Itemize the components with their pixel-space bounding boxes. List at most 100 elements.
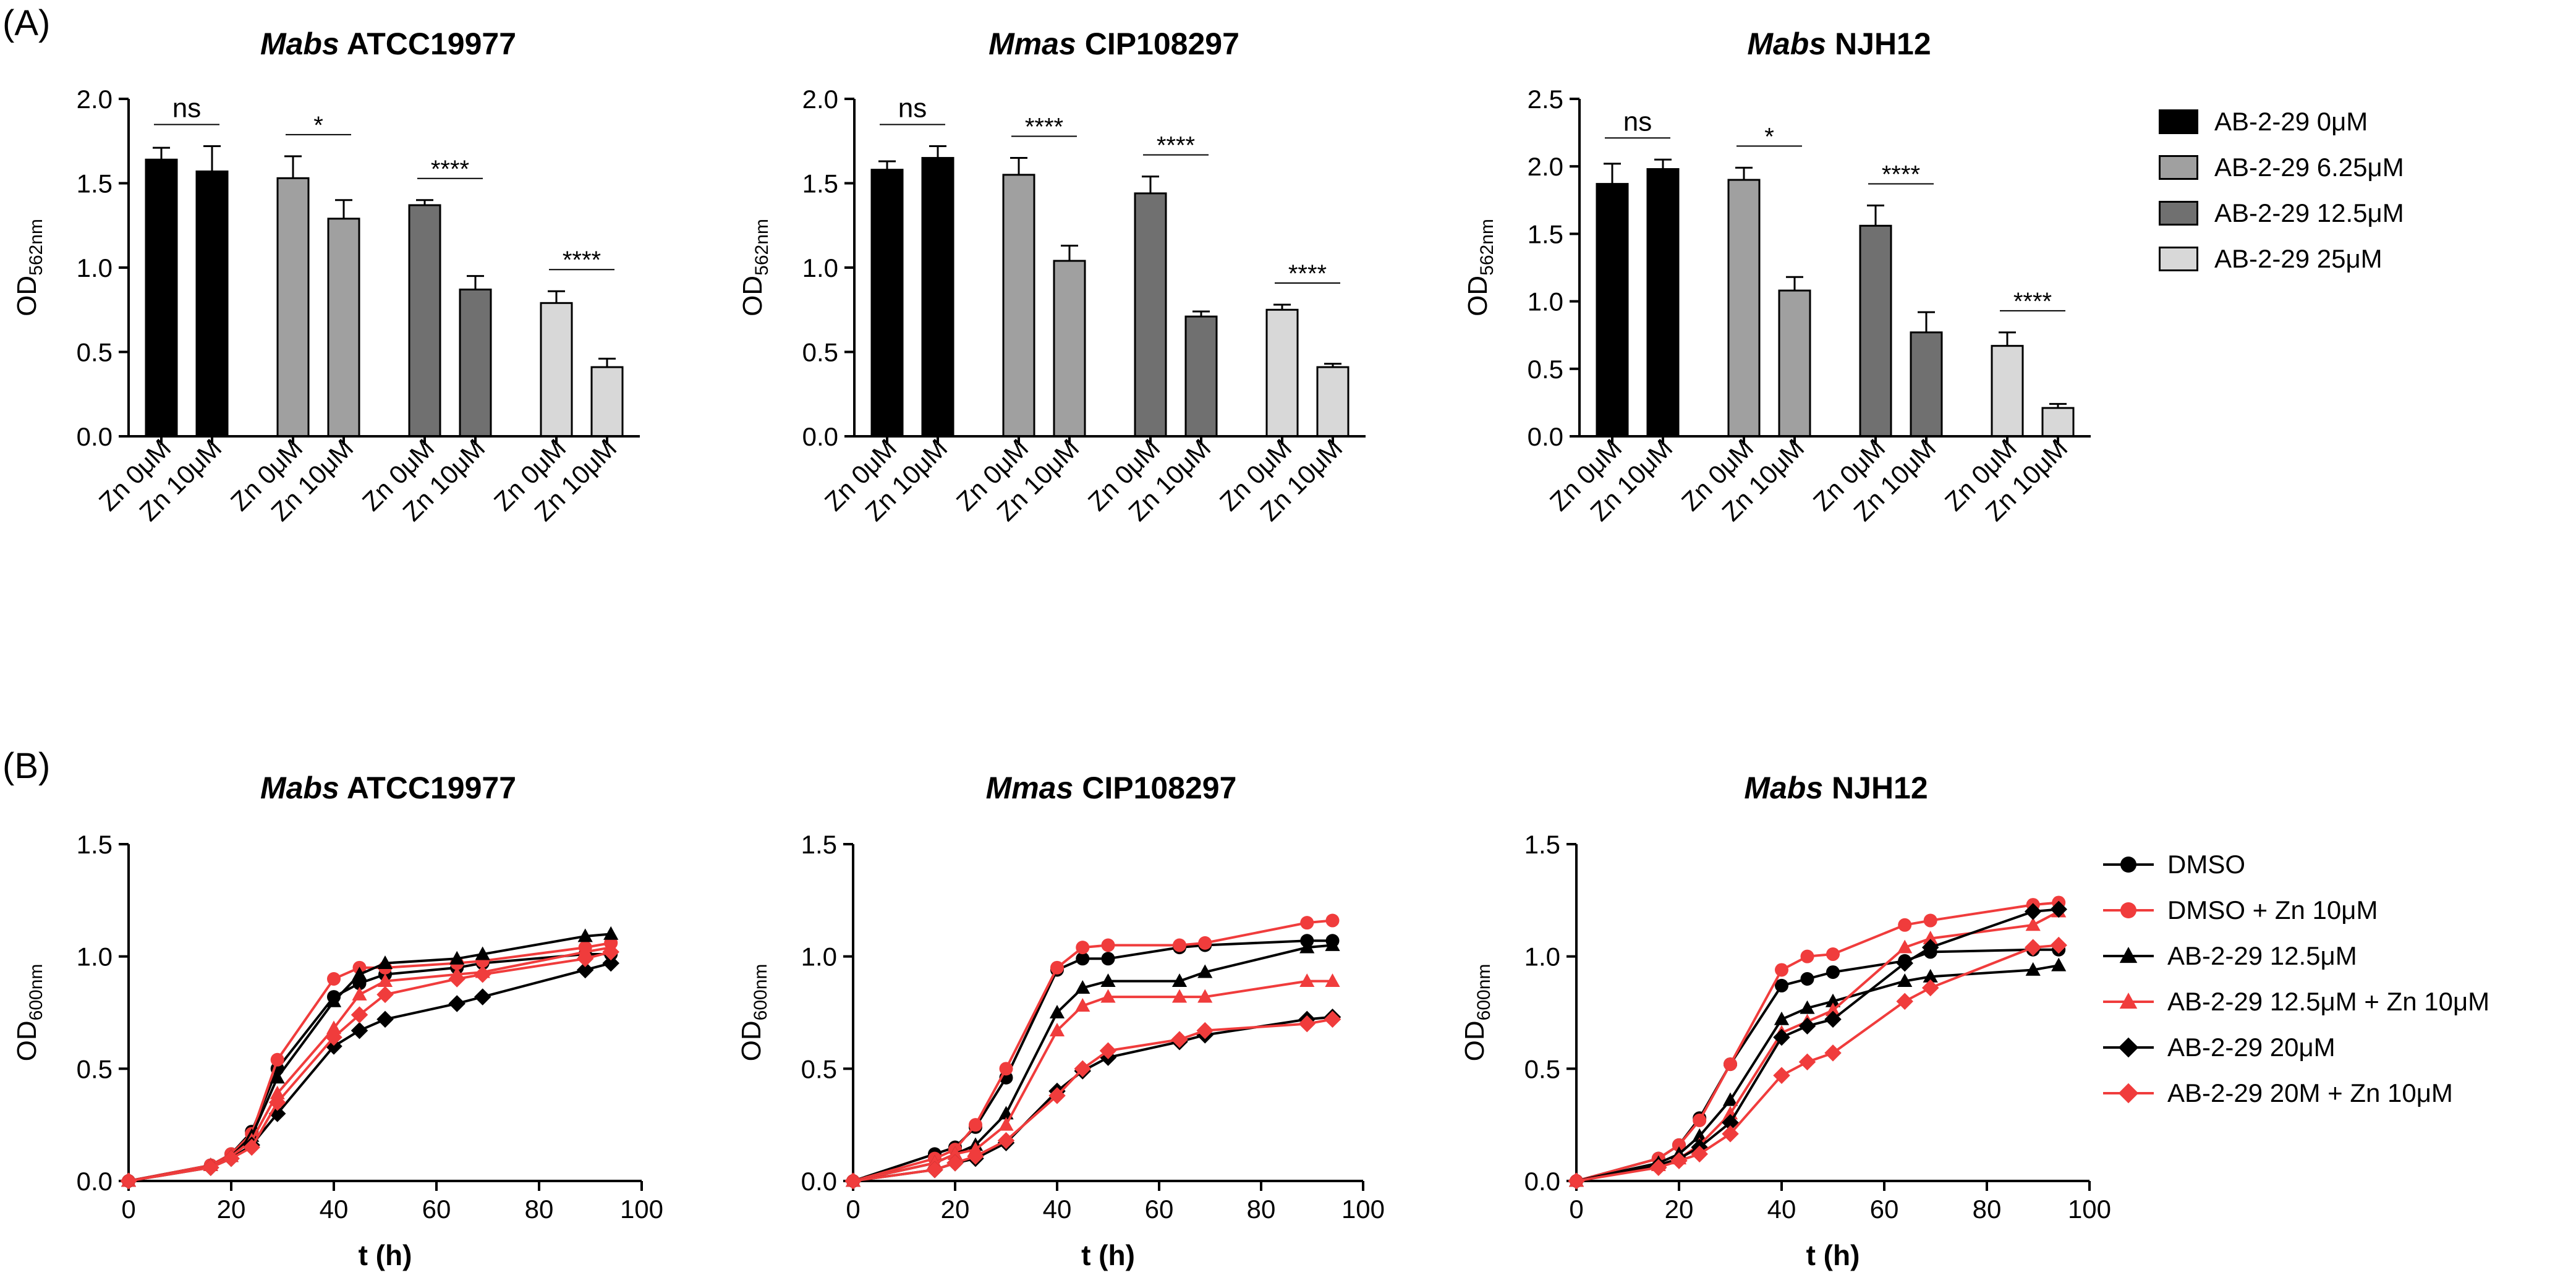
- data-point: [1049, 1004, 1065, 1018]
- x-axis-label: t (h): [1081, 1239, 1135, 1271]
- x-tick-label: 0: [846, 1195, 860, 1224]
- y-tick-label: 2.0: [77, 85, 113, 114]
- bar: [540, 302, 573, 438]
- data-point: [1672, 1138, 1686, 1152]
- bar: [1002, 174, 1035, 438]
- series-line: [1576, 901, 2059, 1182]
- data-point: [223, 1149, 240, 1167]
- data-point: [947, 1146, 963, 1160]
- bar: [1596, 183, 1629, 438]
- data-point: [326, 1020, 342, 1035]
- legend-a-swatch-0: [2159, 109, 2198, 134]
- chart-title-rest: CIP108297: [1073, 771, 1236, 805]
- legend-a-label: AB-2-29 25μM: [2214, 244, 2383, 273]
- legend-b-item: AB-2-29 12.5μM + Zn 10μM: [2102, 979, 2489, 1025]
- data-point: [448, 995, 465, 1012]
- series-line: [852, 944, 1333, 1182]
- bar: [1134, 192, 1167, 438]
- series-line: [852, 980, 1333, 1182]
- chart-title: Mabs NJH12: [1747, 27, 1931, 61]
- data-point: [376, 986, 394, 1004]
- data-point: [351, 1022, 368, 1039]
- y-tick-label: 1.5: [77, 169, 113, 198]
- y-tick-label: 1.0: [77, 942, 113, 971]
- chart-title-rest: NJH12: [1823, 771, 1928, 805]
- line-chart-2: 0.0 0.5 1.0 1.5 0 20 40 60 80 100 t (h): [1524, 830, 2111, 1271]
- data-point: [1775, 963, 1788, 977]
- data-point: [2051, 957, 2067, 971]
- bar: [1265, 308, 1299, 438]
- y-axis-label-main: OD: [12, 1020, 42, 1061]
- bar: [1859, 224, 1892, 438]
- y-axis-label: OD562nm: [12, 219, 46, 316]
- chart-title-italic: Mabs: [1744, 771, 1823, 805]
- y-tick-label: 1.5: [1524, 830, 1560, 859]
- chart-title-rest: NJH12: [1826, 27, 1931, 61]
- x-tick-label: 20: [1665, 1195, 1694, 1224]
- chart-title-italic: Mmas: [986, 771, 1074, 805]
- data-point: [202, 1159, 219, 1176]
- series-line: [1576, 964, 2059, 1182]
- data-point: [448, 970, 465, 988]
- legend-a-item: AB-2-29 12.5μM: [2159, 190, 2404, 236]
- data-point: [376, 1010, 394, 1028]
- x-tick-label: 100: [620, 1195, 663, 1224]
- data-point: [2025, 917, 2041, 931]
- y-axis-label-sub: 562nm: [1477, 219, 1497, 276]
- data-point: [999, 1062, 1013, 1076]
- y-tick-label: 1.0: [1528, 287, 1563, 316]
- legend-b-label: AB-2-29 12.5μM: [2167, 941, 2357, 970]
- data-point: [1800, 972, 1814, 986]
- data-point: [1198, 936, 1212, 950]
- y-axis-label-sub: 562nm: [26, 219, 46, 276]
- bar: [459, 288, 492, 438]
- legend-a-label: AB-2-29 6.25μM: [2214, 153, 2404, 182]
- y-axis-label: OD562nm: [1463, 219, 1497, 316]
- data-point: [1076, 952, 1090, 966]
- legend-a-swatch-1: [2159, 155, 2198, 180]
- data-point: [1568, 1172, 1585, 1190]
- data-point: [352, 967, 367, 981]
- significance-label: ****: [1157, 132, 1195, 159]
- data-point: [377, 973, 393, 988]
- data-point: [377, 955, 393, 969]
- data-point: [1800, 1000, 1815, 1014]
- data-point: [1724, 1057, 1737, 1072]
- y-tick-label: 0.0: [77, 422, 113, 451]
- chart-title-italic: Mabs: [1747, 27, 1826, 61]
- significance-label: ns: [1623, 106, 1652, 137]
- bar: [1316, 366, 1350, 438]
- chart-title: Mabs ATCC19977: [260, 27, 516, 61]
- y-axis-label-main: OD: [12, 276, 42, 316]
- bar: [870, 169, 904, 438]
- legend-b-item: DMSO + Zn 10μM: [2102, 887, 2489, 933]
- data-point: [1825, 993, 1841, 1007]
- legend-b-item: AB-2-29 20M + Zn 10μM: [2102, 1070, 2489, 1116]
- legend-a-item: AB-2-29 25μM: [2159, 236, 2404, 282]
- legend-a-swatch-2: [2159, 201, 2198, 226]
- y-tick-label: 0.5: [1528, 355, 1563, 384]
- x-axis-label: t (h): [359, 1239, 412, 1271]
- bar: [590, 366, 624, 438]
- chart-title-italic: Mabs: [260, 771, 339, 805]
- bar: [195, 170, 229, 438]
- data-point: [1923, 913, 1937, 928]
- data-point: [1325, 973, 1340, 988]
- data-point: [2050, 900, 2067, 918]
- data-point: [2050, 936, 2067, 954]
- legend-a-item: AB-2-29 6.25μM: [2159, 145, 2404, 190]
- data-point: [1197, 964, 1213, 978]
- data-point: [2025, 962, 2041, 976]
- legend-marker: [2119, 992, 2138, 1009]
- data-point: [1691, 1145, 1708, 1163]
- bar: [1727, 179, 1761, 438]
- data-point: [1722, 1125, 1739, 1143]
- data-point: [946, 1154, 964, 1172]
- legend-b-marker-3: [2103, 992, 2154, 1009]
- x-tick-label: 40: [320, 1195, 349, 1224]
- line-chart-0: 0.0 0.5 1.0 1.5 0 20 40 60 80 100 t (h): [77, 830, 663, 1271]
- data-point: [1826, 947, 1840, 962]
- data-point: [1722, 1114, 1739, 1132]
- x-tick-label: 80: [525, 1195, 554, 1224]
